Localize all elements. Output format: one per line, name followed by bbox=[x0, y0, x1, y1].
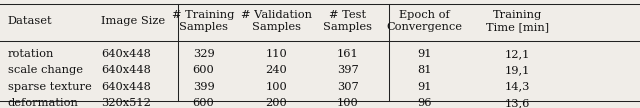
Text: 320x512: 320x512 bbox=[101, 98, 151, 108]
Text: 600: 600 bbox=[193, 98, 214, 108]
Text: sparse texture: sparse texture bbox=[8, 82, 92, 92]
Text: 600: 600 bbox=[193, 65, 214, 75]
Text: Image Size: Image Size bbox=[101, 16, 165, 26]
Text: deformation: deformation bbox=[8, 98, 79, 108]
Text: 12,1: 12,1 bbox=[504, 49, 530, 59]
Text: Epoch of
Convergence: Epoch of Convergence bbox=[387, 10, 462, 32]
Text: rotation: rotation bbox=[8, 49, 54, 59]
Text: 91: 91 bbox=[417, 82, 431, 92]
Text: 640x448: 640x448 bbox=[101, 65, 151, 75]
Text: 13,6: 13,6 bbox=[504, 98, 530, 108]
Text: 100: 100 bbox=[266, 82, 287, 92]
Text: # Test
Samples: # Test Samples bbox=[323, 10, 372, 32]
Text: Training
Time [min]: Training Time [min] bbox=[486, 10, 548, 32]
Text: 399: 399 bbox=[193, 82, 214, 92]
Text: Dataset: Dataset bbox=[8, 16, 52, 26]
Text: 100: 100 bbox=[337, 98, 358, 108]
Text: 161: 161 bbox=[337, 49, 358, 59]
Text: 329: 329 bbox=[193, 49, 214, 59]
Text: 19,1: 19,1 bbox=[504, 65, 530, 75]
Text: 14,3: 14,3 bbox=[504, 82, 530, 92]
Text: 640x448: 640x448 bbox=[101, 82, 151, 92]
Text: 110: 110 bbox=[266, 49, 287, 59]
Text: 91: 91 bbox=[417, 49, 431, 59]
Text: 640x448: 640x448 bbox=[101, 49, 151, 59]
Text: 397: 397 bbox=[337, 65, 358, 75]
Text: 96: 96 bbox=[417, 98, 431, 108]
Text: 307: 307 bbox=[337, 82, 358, 92]
Text: # Validation
Samples: # Validation Samples bbox=[241, 10, 312, 32]
Text: # Training
Samples: # Training Samples bbox=[172, 10, 235, 32]
Text: 81: 81 bbox=[417, 65, 431, 75]
Text: scale change: scale change bbox=[8, 65, 83, 75]
Text: 240: 240 bbox=[266, 65, 287, 75]
Text: 200: 200 bbox=[266, 98, 287, 108]
